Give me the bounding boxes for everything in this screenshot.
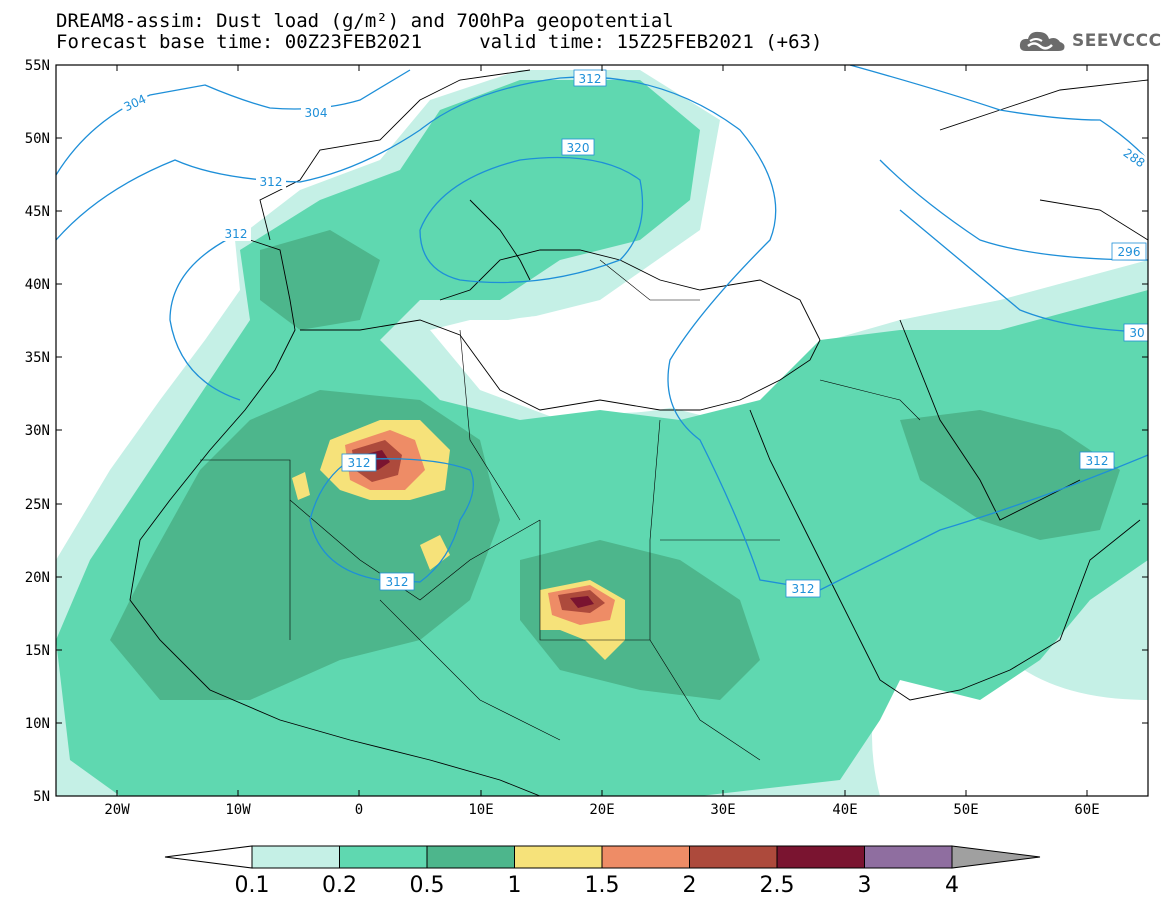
colorbar-label: 1 (508, 873, 522, 898)
contour-288 (849, 65, 1148, 161)
lat-label: 45N (25, 204, 50, 220)
lon-label: 10E (468, 802, 493, 818)
colorbar-segment (776, 845, 865, 869)
lon-label: 0 (355, 802, 363, 818)
colorbar-label: 4 (945, 873, 959, 898)
contour-296 (879, 159, 1148, 261)
lat-label: 5N (33, 789, 50, 805)
contour-label: 312 (348, 456, 371, 470)
lat-labels: 55N 50N 45N 40N 35N 30N 25N 20N 15N 10N … (25, 58, 50, 805)
seevccc-logo: SEEVCCC (1018, 24, 1162, 58)
lat-label: 50N (25, 131, 50, 147)
dust-level-1 (420, 535, 450, 570)
contour-312 (309, 458, 474, 583)
colorbar-labels: 0.1 0.2 0.5 1 1.5 2 2.5 3 4 (235, 873, 960, 898)
map-fields (56, 65, 1148, 796)
colorbar-label: 2.5 (760, 873, 795, 898)
colorbar-label: 1.5 (585, 873, 620, 898)
colorbar-segments (251, 845, 953, 869)
colorbar-label: 2 (683, 873, 697, 898)
lat-label: 40N (25, 277, 50, 293)
contour-312 (169, 237, 241, 401)
lat-label: 25N (25, 497, 50, 513)
contour-label: 304 (305, 106, 328, 120)
lat-ticks (56, 64, 1148, 724)
colorbar-label: 0.5 (410, 873, 445, 898)
contour-label: 312 (225, 227, 248, 241)
colorbar: 0.1 0.2 0.5 1 1.5 2 2.5 3 4 (164, 845, 1041, 898)
lat-label: 30N (25, 423, 50, 439)
colorbar-over-triangle (951, 845, 1041, 869)
logo-text: SEEVCCC (1072, 31, 1162, 51)
contour-label: 312 (579, 72, 602, 86)
dust-level-0.5 (520, 540, 760, 700)
lon-labels: 20W 10W 0 10E 20E 30E 40E 50E 60E (104, 802, 1099, 818)
forecast-time-line: Forecast base time: 00Z23FEB2021 valid t… (56, 31, 823, 53)
lat-label: 35N (25, 350, 50, 366)
lon-label: 10W (225, 802, 251, 818)
colorbar-segment (689, 845, 778, 869)
contour-labels: 304 304 312 312 312 320 288 296 30 312 3… (118, 69, 1151, 598)
chart-title: DREAM8-assim: Dust load (g/m²) and 700hP… (56, 10, 674, 32)
lon-label: 30E (710, 802, 735, 818)
colorbar-under-triangle (164, 845, 253, 869)
contour-label: 312 (1086, 454, 1109, 468)
country-borders (200, 259, 921, 761)
contour-label: 312 (792, 582, 815, 596)
contour-304-east (899, 209, 1148, 333)
coastlines (129, 69, 1148, 796)
cloud-icon (1019, 31, 1065, 51)
lon-ticks (116, 65, 1088, 796)
colorbar-label: 0.1 (235, 873, 270, 898)
lon-label: 20E (589, 802, 614, 818)
colorbar-segment (864, 845, 953, 869)
lat-label: 10N (25, 716, 50, 732)
dust-level-0.5 (260, 230, 380, 330)
contour-312 (56, 76, 1148, 591)
colorbar-segment (251, 845, 340, 869)
contour-label: 312 (260, 175, 283, 189)
dust-level-1 (292, 472, 310, 500)
colorbar-label: 0.2 (322, 873, 357, 898)
contour-label: 312 (386, 575, 409, 589)
dust-free-area (470, 315, 700, 414)
dust-level-2.5 (570, 596, 594, 608)
colorbar-segment (601, 845, 690, 869)
contour-label: 320 (567, 141, 590, 155)
colorbar-segment (514, 845, 603, 869)
lon-label: 40E (832, 802, 857, 818)
contour-label: 296 (1118, 245, 1141, 259)
geopotential-contours (56, 65, 1148, 591)
contour-320 (419, 156, 644, 284)
colorbar-segment (426, 845, 515, 869)
lon-label: 50E (953, 802, 978, 818)
lat-label: 20N (25, 570, 50, 586)
lat-label: 55N (25, 58, 50, 74)
colorbar-segment (339, 845, 428, 869)
lon-label: 60E (1074, 802, 1099, 818)
lon-label: 20W (104, 802, 130, 818)
contour-label: 30 (1129, 326, 1144, 340)
lat-label: 15N (25, 643, 50, 659)
colorbar-label: 3 (858, 873, 872, 898)
